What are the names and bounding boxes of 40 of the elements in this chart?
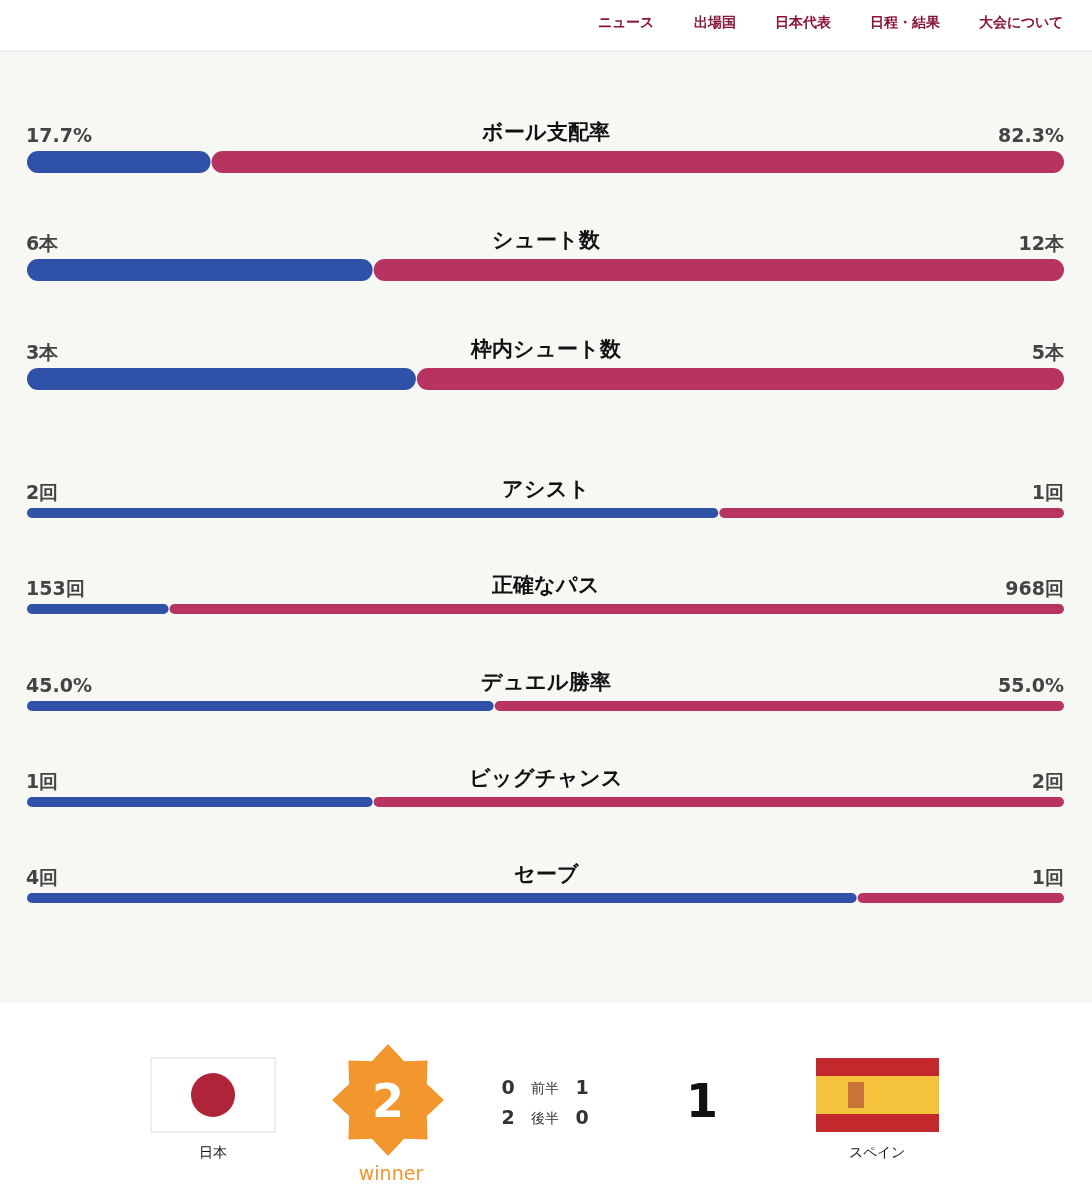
chart-title: ビッグチャンス <box>469 766 623 790</box>
chart-title: セーブ <box>513 862 580 886</box>
chart-title: デュエル勝率 <box>481 670 611 694</box>
text: winner <box>358 1162 424 1184</box>
data-label: 2回 <box>1031 770 1064 792</box>
chart-title: アシスト <box>502 477 590 501</box>
chart-title: 枠内シュート数 <box>470 337 622 361</box>
data-label: 82.3% <box>998 124 1064 146</box>
text: 出場国 <box>694 14 736 30</box>
text: スペイン <box>849 1144 905 1160</box>
text: ニュース <box>598 14 654 30</box>
text: 前半 <box>531 1080 559 1096</box>
data-label: 45.0% <box>26 674 92 696</box>
text: 日本代表 <box>775 14 832 30</box>
data-label: 1回 <box>1031 866 1064 888</box>
chart-title: ボール支配率 <box>481 120 610 144</box>
data-label: 153回 <box>26 577 85 599</box>
data-label: 5本 <box>1031 341 1065 363</box>
text: 大会について <box>979 14 1063 30</box>
text: 2 <box>501 1106 515 1128</box>
data-label: 12本 <box>1018 232 1065 254</box>
text: 1 <box>575 1076 589 1098</box>
text: 2 <box>371 1074 405 1128</box>
data-label: 55.0% <box>998 674 1064 696</box>
data-label: 1回 <box>1031 481 1064 503</box>
data-label: 17.7% <box>26 124 92 146</box>
chart-title: シュート数 <box>492 228 601 252</box>
text: 1 <box>685 1074 719 1128</box>
text: 0 <box>575 1106 589 1128</box>
text: 0 <box>501 1076 515 1098</box>
text: 後半 <box>531 1110 559 1126</box>
text: 日程・結果 <box>870 14 941 30</box>
data-label: 2回 <box>26 481 59 503</box>
data-label: 6本 <box>26 232 60 254</box>
text: 日本 <box>199 1144 227 1160</box>
data-label: 1回 <box>26 770 59 792</box>
data-label: 4回 <box>26 866 59 888</box>
data-label: 968回 <box>1005 577 1064 599</box>
chart-title: 正確なパス <box>491 573 600 597</box>
data-label: 3本 <box>26 341 60 363</box>
